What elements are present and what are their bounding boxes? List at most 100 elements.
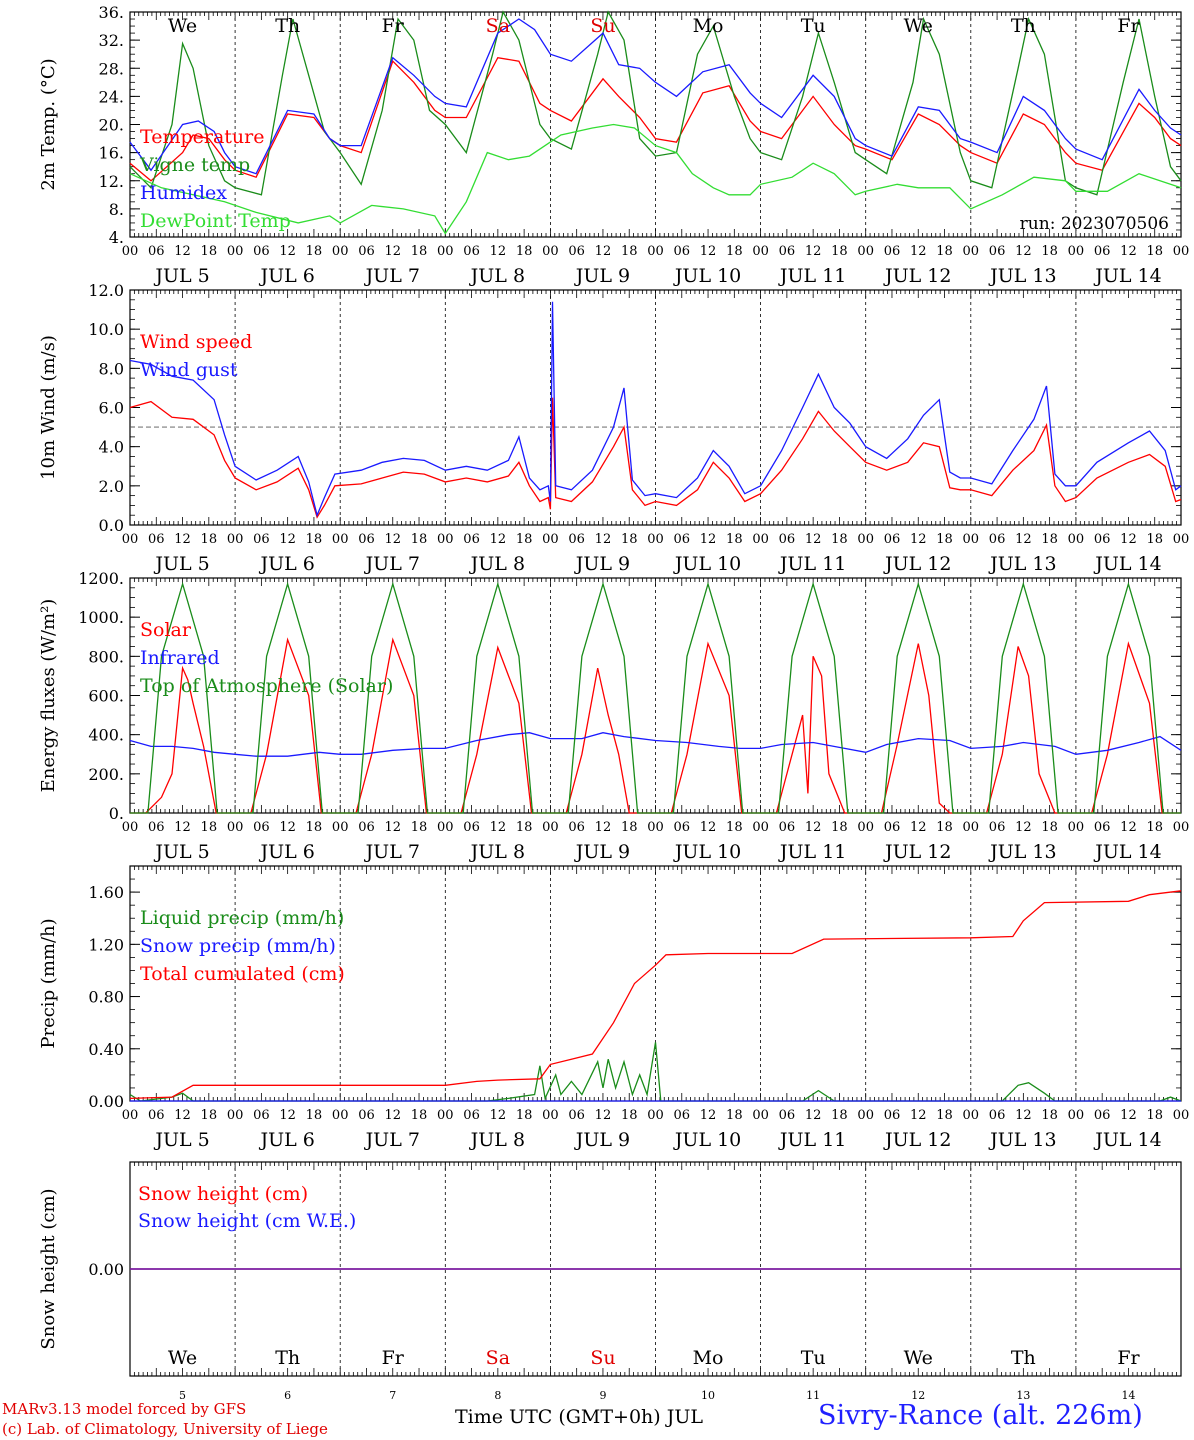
hour-tick-label: 06 [253,244,270,259]
weekday-label: Th [1011,1347,1036,1369]
y-tick-label: 0. [109,804,124,823]
hour-tick-label: 00 [857,820,874,835]
hour-tick-label: 06 [463,244,480,259]
hour-tick-label: 12 [910,532,927,547]
hour-tick-label: 18 [726,244,743,259]
hour-tick-label: 12 [174,532,191,547]
y-tick-label: 8.0 [99,359,124,378]
hour-tick-label: 00 [227,1108,244,1123]
y-axis-label: Precip (mm/h) [38,918,59,1048]
day-number-label: 9 [599,1389,606,1402]
hour-tick-label: 18 [1041,532,1058,547]
date-label: JUL 13 [988,1129,1056,1151]
date-label: JUL 12 [883,1129,951,1151]
y-tick-label: 4. [109,228,124,247]
date-label: JUL 5 [153,265,209,287]
y-tick-label: 0.40 [88,1040,124,1059]
hour-tick-label: 00 [1068,820,1085,835]
y-tick-label: 28. [99,59,124,78]
day-number-label: 7 [389,1389,396,1402]
hour-tick-label: 18 [726,532,743,547]
hour-tick-label: 18 [831,532,848,547]
hour-tick-label: 06 [1094,820,1111,835]
weekday-label: Fr [1117,1347,1140,1369]
hour-tick-label: 12 [805,820,822,835]
hour-tick-label: 12 [595,244,612,259]
weekday-label: We [904,1347,933,1369]
hour-tick-label: 06 [358,532,375,547]
hour-tick-label: 12 [1015,1108,1032,1123]
hour-tick-label: 18 [936,1108,953,1123]
y-tick-label: 36. [99,3,124,22]
hour-tick-label: 06 [779,244,796,259]
hour-tick-label: 00 [752,1108,769,1123]
hour-tick-label: 00 [647,820,664,835]
hour-tick-label: 18 [201,820,218,835]
hour-tick-label: 00 [227,820,244,835]
date-label: JUL 6 [258,841,314,863]
date-label: JUL 8 [469,1129,525,1151]
hour-tick-label: 00 [857,244,874,259]
y-tick-label: 8. [109,200,124,219]
weekday-label: Sa [486,1347,510,1369]
legend-entry: Infrared [140,647,220,669]
hour-tick-label: 00 [542,244,559,259]
hour-tick-label: 18 [936,244,953,259]
y-tick-label: 1200. [78,569,124,588]
hour-tick-label: 06 [989,244,1006,259]
hour-tick-label: 06 [674,532,691,547]
hour-tick-label: 00 [963,532,980,547]
hour-tick-label: 00 [542,820,559,835]
hour-tick-label: 06 [884,1108,901,1123]
hour-tick-label: 00 [1068,532,1085,547]
hour-tick-label: 12 [805,532,822,547]
legend-entry: Top of Atmosphere (Solar) [140,675,393,697]
hour-tick-label: 00 [1068,1108,1085,1123]
series-line [130,637,1181,814]
y-tick-label: 600. [88,687,124,706]
date-label: JUL 6 [258,265,314,287]
hour-tick-label: 06 [1094,1108,1111,1123]
hour-tick-label: 18 [1041,244,1058,259]
hour-tick-label: 18 [201,244,218,259]
legend-entry: Wind speed [140,331,252,353]
hour-tick-label: 00 [963,1108,980,1123]
hour-tick-label: 00 [857,1108,874,1123]
hour-tick-label: 18 [1146,532,1163,547]
y-tick-label: 800. [88,647,124,666]
hour-tick-label: 18 [306,244,323,259]
hour-tick-label: 12 [174,1108,191,1123]
weekday-label: Mo [693,1347,724,1369]
hour-tick-label: 00 [1173,532,1190,547]
series-line [129,301,1182,518]
hour-tick-label: 12 [490,820,507,835]
date-label: JUL 7 [364,841,420,863]
date-label: JUL 11 [778,1129,846,1151]
y-tick-label: 24. [99,87,124,106]
weekday-label: Fr [1117,15,1140,37]
hour-tick-label: 00 [963,820,980,835]
hour-tick-label: 18 [201,532,218,547]
hour-tick-label: 12 [1015,244,1032,259]
hour-tick-label: 12 [700,1108,717,1123]
panel-5: 0.00 Snow height (cm) Snow height (cm W.E.… [38,1161,1182,1402]
hour-tick-label: 00 [437,244,454,259]
weekday-label: We [168,1347,197,1369]
hour-tick-label: 00 [752,532,769,547]
hour-tick-label: 06 [148,1108,165,1123]
hour-tick-label: 12 [279,1108,296,1123]
legend-entry: Snow height (cm) [138,1183,308,1205]
legend-entry: Snow height (cm W.E.) [138,1210,356,1232]
hour-tick-label: 06 [568,244,585,259]
hour-tick-label: 18 [621,820,638,835]
weekday-label: Sa [486,15,510,37]
hour-tick-label: 06 [674,1108,691,1123]
date-label: JUL 14 [1093,553,1161,575]
date-label: JUL 14 [1093,1129,1161,1151]
hour-tick-label: 06 [358,244,375,259]
hour-tick-label: 12 [910,1108,927,1123]
y-tick-label: 16. [99,144,124,163]
hour-tick-label: 18 [516,244,533,259]
hour-tick-label: 06 [989,1108,1006,1123]
hour-tick-label: 06 [148,244,165,259]
